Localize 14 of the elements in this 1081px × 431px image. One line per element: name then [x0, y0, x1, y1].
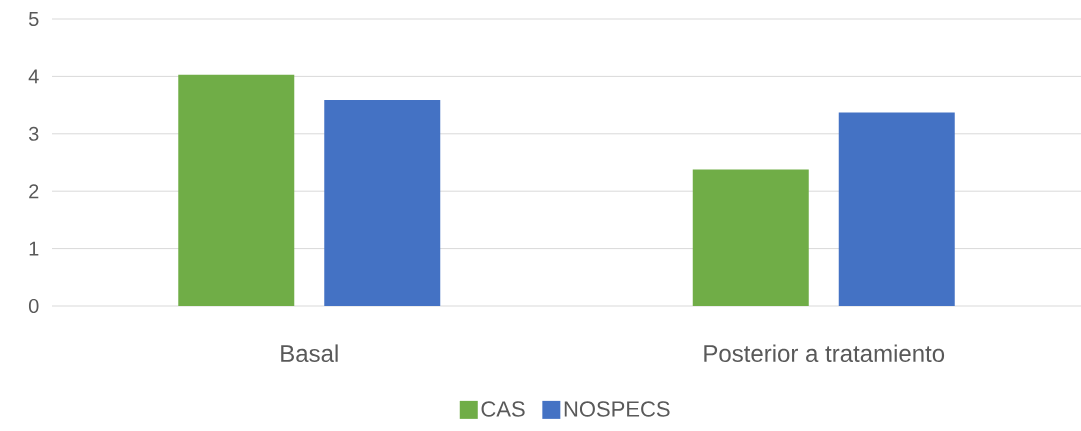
y-tick-label: 0: [28, 298, 39, 314]
bar: [692, 169, 809, 306]
legend-label: NOSPECS: [564, 401, 670, 417]
y-tick-label: 3: [28, 126, 39, 141]
bar: [324, 99, 441, 306]
legend-label: CAS: [481, 401, 525, 417]
x-tick-label: Basal: [281, 344, 338, 363]
x-tick-label: Posterior a tratamiento: [704, 344, 945, 363]
bar: [838, 112, 955, 306]
y-tick-label: 2: [29, 184, 39, 199]
y-tick-label: 4: [28, 69, 39, 84]
bar: [178, 74, 295, 306]
y-tick-label: 1: [29, 241, 39, 256]
y-tick-label: 5: [28, 12, 39, 26]
